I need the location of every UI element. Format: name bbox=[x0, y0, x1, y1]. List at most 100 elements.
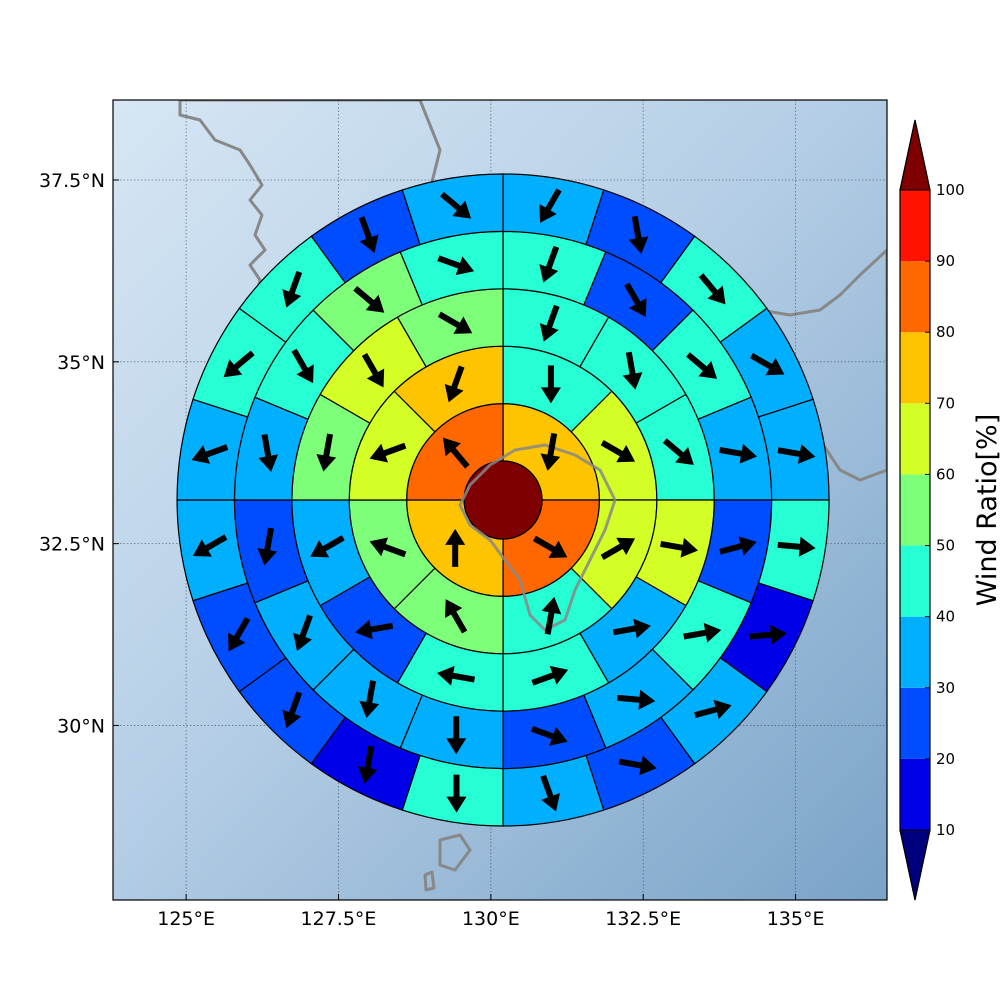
colorbar-extend-over bbox=[899, 119, 931, 191]
wind-arrow-head bbox=[452, 200, 472, 219]
wind-arrow-head bbox=[539, 323, 559, 342]
colorbar-segment bbox=[900, 332, 930, 404]
wind-arrow-shaft bbox=[287, 691, 303, 718]
wind-arrow-head bbox=[540, 453, 561, 471]
wind-arrow-head bbox=[633, 618, 651, 639]
x-tick-label: 127.5°E bbox=[301, 908, 377, 930]
wind-arrow-head bbox=[707, 285, 726, 305]
wind-arrow-head bbox=[437, 665, 455, 686]
wind-arrow-head bbox=[549, 665, 569, 685]
colorbar-segment bbox=[900, 261, 930, 333]
wind-arrow-head bbox=[797, 444, 816, 464]
colorbar-tick-label: 60 bbox=[936, 465, 955, 483]
wind-arrow-shaft bbox=[612, 624, 640, 636]
wind-arrow-head bbox=[293, 632, 312, 652]
wind-arrow-head bbox=[798, 536, 816, 557]
wind-arrow-head bbox=[282, 709, 302, 729]
wind-arrow-head bbox=[739, 443, 758, 464]
wind-arrow-head bbox=[616, 537, 636, 556]
wind-arrow-shaft bbox=[544, 245, 560, 273]
wind-arrow-head bbox=[453, 316, 473, 334]
wind-arrow-head bbox=[192, 539, 212, 557]
colorbar-extend-under bbox=[899, 829, 931, 901]
y-tick-label: 32.5°N bbox=[39, 534, 105, 556]
coastline-overlay bbox=[458, 443, 617, 632]
wind-arrow-shaft bbox=[546, 432, 558, 460]
wind-arrow-shaft bbox=[540, 774, 555, 802]
wind-arrow-head bbox=[540, 387, 561, 404]
x-tick-label: 125°E bbox=[157, 908, 215, 930]
wind-arrow-head bbox=[310, 540, 330, 558]
y-tick-label: 30°N bbox=[57, 715, 105, 737]
y-tick-label: 35°N bbox=[57, 352, 105, 374]
colorbar-tick-label: 90 bbox=[936, 252, 955, 270]
sector-cell bbox=[401, 173, 504, 246]
wind-arrow-shaft bbox=[545, 304, 560, 332]
wind-arrow-shaft bbox=[543, 188, 562, 214]
wind-arrow-shaft bbox=[662, 438, 687, 460]
wind-arrow-head bbox=[282, 289, 302, 308]
wind-arrow-shaft bbox=[694, 705, 721, 719]
wind-arrow-shaft bbox=[748, 631, 776, 640]
wind-arrow-shaft bbox=[437, 311, 464, 330]
colorbar-tick-label: 50 bbox=[936, 537, 955, 555]
wind-arrow-shaft bbox=[532, 535, 559, 554]
wind-arrow-head bbox=[442, 437, 461, 457]
wind-arrows bbox=[191, 188, 816, 813]
wind-arrow-shaft bbox=[777, 447, 805, 458]
wind-arrow-head bbox=[680, 537, 699, 558]
x-tick-label: 135°E bbox=[767, 908, 825, 930]
wind-arrow-head bbox=[366, 368, 385, 388]
wind-arrow-head bbox=[445, 528, 466, 545]
wind-arrow-shaft bbox=[361, 352, 381, 379]
wind-arrow-shaft bbox=[353, 286, 378, 308]
wind-arrow-shaft bbox=[749, 352, 776, 372]
wind-arrow-shaft bbox=[624, 282, 643, 309]
wind-arrow-shaft bbox=[686, 352, 710, 374]
wind-arrow-shaft bbox=[660, 540, 687, 552]
wind-arrow-shaft bbox=[263, 527, 275, 555]
wind-arrow-head bbox=[359, 234, 379, 253]
wind-arrow-head bbox=[445, 599, 463, 618]
wind-arrow-shaft bbox=[719, 446, 746, 458]
wind-arrow-head bbox=[365, 294, 385, 313]
colorbar-tick-label: 80 bbox=[936, 323, 955, 341]
colorbar-segment bbox=[900, 616, 930, 688]
wind-arrow-head bbox=[446, 796, 467, 813]
wind-arrow-shaft bbox=[291, 348, 310, 375]
wind-arrow-shaft bbox=[544, 608, 556, 635]
wind-arrow-head bbox=[539, 203, 557, 223]
wind-arrow-head bbox=[675, 447, 694, 465]
wind-arrow-head bbox=[369, 443, 389, 463]
wind-arrow-head bbox=[223, 359, 243, 378]
wind-arrow-head bbox=[444, 383, 464, 403]
colorbar-tick-label: 10 bbox=[936, 821, 955, 839]
colorbar-segment bbox=[900, 190, 930, 262]
wind-arrow-shaft bbox=[261, 433, 272, 461]
wind-arrow-shaft bbox=[287, 270, 303, 298]
wind-arrow-shaft bbox=[683, 629, 710, 640]
wind-arrow-shaft bbox=[448, 444, 470, 469]
wind-arrow-shaft bbox=[617, 694, 644, 704]
wind-arrow-head bbox=[622, 372, 643, 390]
wind-arrow-shaft bbox=[531, 671, 558, 686]
wind-arrow-head bbox=[316, 453, 337, 472]
wind-arrow-shaft bbox=[777, 541, 804, 551]
wind-arrow-shaft bbox=[201, 534, 228, 553]
wind-arrow-head bbox=[616, 444, 636, 463]
wind-arrow-shaft bbox=[230, 350, 255, 372]
wind-arrow-head bbox=[629, 298, 647, 317]
wind-arrow-head bbox=[770, 624, 787, 645]
wind-arrow-shaft bbox=[358, 216, 374, 243]
colorbar-segment bbox=[900, 687, 930, 759]
colorbar-tick-label: 100 bbox=[936, 181, 965, 199]
wind-arrow-head bbox=[765, 357, 785, 376]
wind-arrow-head bbox=[698, 360, 718, 379]
wind-arrow-shaft bbox=[201, 444, 229, 459]
wind-arrow-head bbox=[296, 364, 314, 384]
wind-arrow-head bbox=[541, 596, 562, 615]
wind-arrow-shaft bbox=[719, 542, 746, 555]
wind-arrow-head bbox=[455, 256, 475, 276]
colorbar-segment bbox=[900, 758, 930, 830]
